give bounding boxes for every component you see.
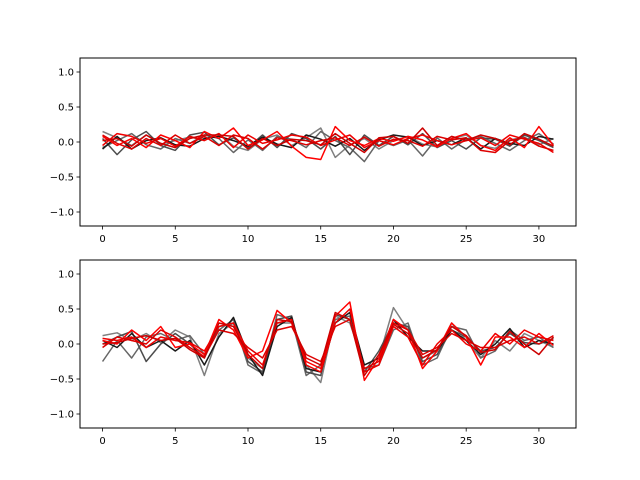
x-tick-label: 30 xyxy=(533,234,546,245)
x-tick-label: 0 xyxy=(99,234,105,245)
x-tick-label: 30 xyxy=(533,436,546,447)
x-tick-label: 5 xyxy=(172,436,178,447)
series-line-7 xyxy=(102,318,554,370)
series-line-8 xyxy=(102,127,554,154)
series-line-2 xyxy=(102,130,554,163)
ticks-layer: 0 5 10 15 20 25 30 −1.0 −0.5 0.0 0.5 1.0 xyxy=(50,270,546,448)
chart-top: 0 5 10 15 20 25 30 −1.0 −0.5 0.0 0.5 1.0 xyxy=(50,57,577,246)
y-tick-label: −0.5 xyxy=(50,375,74,386)
x-tick-label: 10 xyxy=(242,436,255,447)
x-tick-label: 0 xyxy=(99,436,105,447)
ticks-layer: 0 5 10 15 20 25 30 −1.0 −0.5 0.0 0.5 1.0 xyxy=(50,68,546,246)
y-tick-label: 1.0 xyxy=(58,68,74,79)
y-tick-label: 0.5 xyxy=(58,305,74,316)
chart-bottom: 0 5 10 15 20 25 30 −1.0 −0.5 0.0 0.5 1.0 xyxy=(50,259,577,448)
x-tick-label: 25 xyxy=(460,436,473,447)
y-tick-label: −1.0 xyxy=(50,208,74,219)
y-tick-label: 0.0 xyxy=(58,340,74,351)
y-tick-label: −1.0 xyxy=(50,410,74,421)
series-layer xyxy=(101,301,555,384)
y-tick-label: 1.0 xyxy=(58,270,74,281)
x-tick-label: 15 xyxy=(314,234,327,245)
x-tick-label: 5 xyxy=(172,234,178,245)
y-tick-label: −0.5 xyxy=(50,173,74,184)
x-tick-label: 15 xyxy=(314,436,327,447)
series-line-6 xyxy=(102,132,554,154)
x-tick-label: 10 xyxy=(242,234,255,245)
series-layer xyxy=(101,125,555,163)
x-tick-label: 25 xyxy=(460,234,473,245)
x-tick-label: 20 xyxy=(387,234,400,245)
x-tick-label: 20 xyxy=(387,436,400,447)
series-line-8 xyxy=(102,311,555,377)
y-tick-label: 0.0 xyxy=(58,138,74,149)
y-tick-label: 0.5 xyxy=(58,103,74,114)
